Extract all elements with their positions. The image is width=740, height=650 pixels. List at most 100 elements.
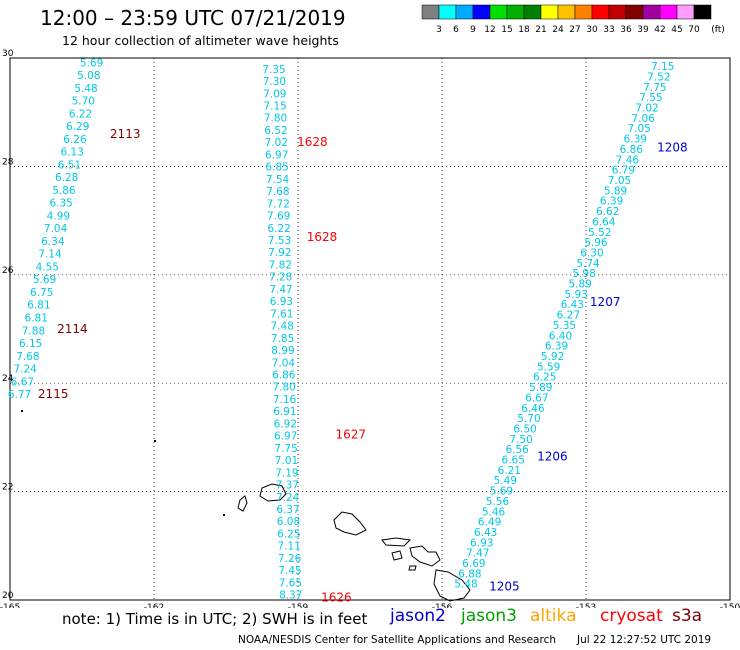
wave-height-value: 5.69	[33, 274, 56, 286]
wave-height-value: 6.65	[502, 455, 525, 467]
wave-height-value: 7.06	[631, 113, 655, 125]
wave-height-value: 5.92	[541, 351, 564, 363]
wave-height-value: 6.85	[265, 162, 288, 174]
pass-time-label: 1208	[657, 140, 688, 154]
wave-height-value: 5.52	[588, 227, 611, 239]
wave-height-value: 5.35	[553, 320, 576, 332]
legend-bin-label: 18	[518, 25, 530, 35]
wave-height-value: 6.62	[596, 206, 619, 218]
wave-height-value: 6.86	[272, 370, 296, 382]
wave-height-value: 7.61	[270, 308, 293, 320]
legend-bin-label: 12	[484, 25, 495, 35]
latitude-tick-label: 30	[2, 49, 14, 59]
wave-height-value: 5.69	[80, 57, 103, 69]
wave-height-value: 7.37	[276, 480, 299, 492]
wave-height-value: 6.93	[470, 537, 493, 549]
altimeter-tracks: 5.695.085.485.706.226.296.266.136.516.28…	[8, 57, 688, 604]
wave-height-value: 6.92	[274, 418, 297, 430]
longitude-tick-label: -156	[432, 603, 453, 608]
wave-height-value: 5.89	[568, 279, 591, 291]
wave-height-value: 6.67	[525, 392, 548, 404]
island-hawaii	[433, 569, 471, 602]
legend-bin-label: 36	[620, 25, 632, 35]
island-niihau	[237, 495, 248, 512]
wave-height-value: 6.35	[49, 198, 72, 210]
wave-height-value: 5.69	[490, 486, 513, 498]
wave-height-color-legend: 3 6 9 12 15 18 21 24 27 30 33 36 39 42 45 70 (ft)	[421, 4, 725, 35]
wave-height-value: 7.24	[276, 492, 300, 504]
wave-height-value: 6.91	[273, 406, 296, 418]
legend-bin-label: 33	[603, 25, 614, 35]
wave-height-value: 6.39	[545, 341, 568, 353]
wave-height-value: 7.30	[263, 76, 286, 88]
jason3-track: 7.357.307.097.157.806.527.026.976.857.54…	[262, 64, 366, 604]
pass-time-label: 2113	[110, 127, 141, 141]
wave-height-value: 7.15	[651, 61, 674, 73]
pass-time-label: 1205	[489, 579, 520, 593]
wave-height-value: 7.55	[639, 92, 662, 104]
island-maui	[409, 545, 441, 567]
wave-height-value: 7.28	[269, 272, 292, 284]
wave-height-value: 8.99	[271, 345, 294, 357]
wave-height-value: 6.13	[61, 147, 84, 159]
wave-height-value: 5.70	[517, 413, 540, 425]
wave-height-value: 4.55	[36, 261, 59, 273]
pass-time-label: 1628	[297, 135, 328, 149]
wave-height-value: 6.37	[276, 504, 299, 516]
island-lanai	[391, 550, 403, 561]
jason3-track: 5.695.085.485.706.226.296.266.136.516.28…	[8, 57, 141, 401]
pass-time-label: 1627	[336, 428, 367, 442]
wave-height-value: 7.82	[269, 259, 292, 271]
legend-bin-label: 39	[637, 25, 649, 35]
wave-height-value: 7.88	[22, 325, 45, 337]
legend-bin-label: 24	[552, 25, 564, 35]
wave-height-value: 6.67	[11, 376, 34, 388]
wave-height-value: 6.97	[274, 431, 297, 443]
legend-bin-label: 45	[671, 25, 682, 35]
wave-height-value: 5.56	[486, 496, 510, 508]
pass-time-label: 2115	[38, 387, 69, 401]
wave-height-value: 5.46	[482, 506, 506, 518]
wave-height-value: 7.68	[266, 186, 289, 198]
wave-height-value: 7.02	[265, 137, 288, 149]
islet	[21, 410, 23, 412]
legend-s3a: s3a	[672, 606, 703, 626]
wave-height-value: 7.69	[267, 211, 290, 223]
wave-height-value: 7.53	[268, 235, 291, 247]
pass-time-label: 1206	[537, 449, 568, 463]
wave-height-value: 6.51	[58, 159, 81, 171]
wave-height-value: 7.48	[271, 321, 294, 333]
longitude-tick-label: -159	[288, 603, 309, 608]
wave-height-value: 7.47	[466, 548, 489, 560]
legend-bin-label: 42	[654, 25, 665, 35]
wave-height-value: 7.46	[616, 154, 640, 166]
legend-bin-label: 3	[436, 25, 442, 35]
wave-height-value: 6.46	[521, 403, 545, 415]
wave-height-value: 7.14	[38, 249, 62, 261]
wave-height-value: 5.98	[572, 268, 595, 280]
wave-height-value: 5.74	[576, 258, 600, 270]
legend-bin-label: 6	[453, 25, 459, 35]
legend-unit: (ft)	[711, 25, 725, 35]
legend-bin-label: 9	[470, 25, 476, 35]
wave-height-value: 6.22	[267, 223, 290, 235]
latitude-tick-label: 24	[2, 374, 14, 384]
longitude-tick-label: -153	[576, 603, 596, 608]
pass-time-label: 1207	[590, 295, 621, 309]
wave-height-value: 6.81	[27, 300, 50, 312]
wave-height-value: 6.39	[600, 196, 623, 208]
wave-height-value: 7.02	[635, 103, 658, 115]
wave-height-value: 7.19	[275, 467, 298, 479]
wave-height-value: 7.26	[278, 553, 302, 565]
scattered-islets	[21, 410, 225, 516]
wave-height-value: 5.59	[537, 361, 560, 373]
wave-height-value: 6.30	[580, 247, 603, 259]
wave-height-value: 6.08	[277, 516, 300, 528]
wave-height-value: 6.25	[277, 528, 300, 540]
wave-height-value: 7.75	[643, 82, 666, 94]
generation-timestamp: Jul 22 12:27:52 UTC 2019	[577, 634, 712, 646]
legend-bin-label: 30	[586, 25, 598, 35]
wave-height-value: 7.04	[44, 223, 68, 235]
legend-bin-label: 70	[688, 25, 700, 35]
